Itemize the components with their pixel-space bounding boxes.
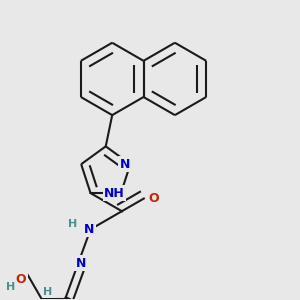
Text: H: H — [6, 282, 15, 292]
Text: NH: NH — [104, 187, 125, 200]
Text: H: H — [68, 219, 77, 229]
Text: N: N — [84, 223, 94, 236]
Text: O: O — [149, 192, 160, 205]
Text: N: N — [120, 158, 130, 171]
Text: O: O — [16, 273, 26, 286]
Text: H: H — [43, 287, 52, 297]
Text: N: N — [76, 257, 86, 270]
